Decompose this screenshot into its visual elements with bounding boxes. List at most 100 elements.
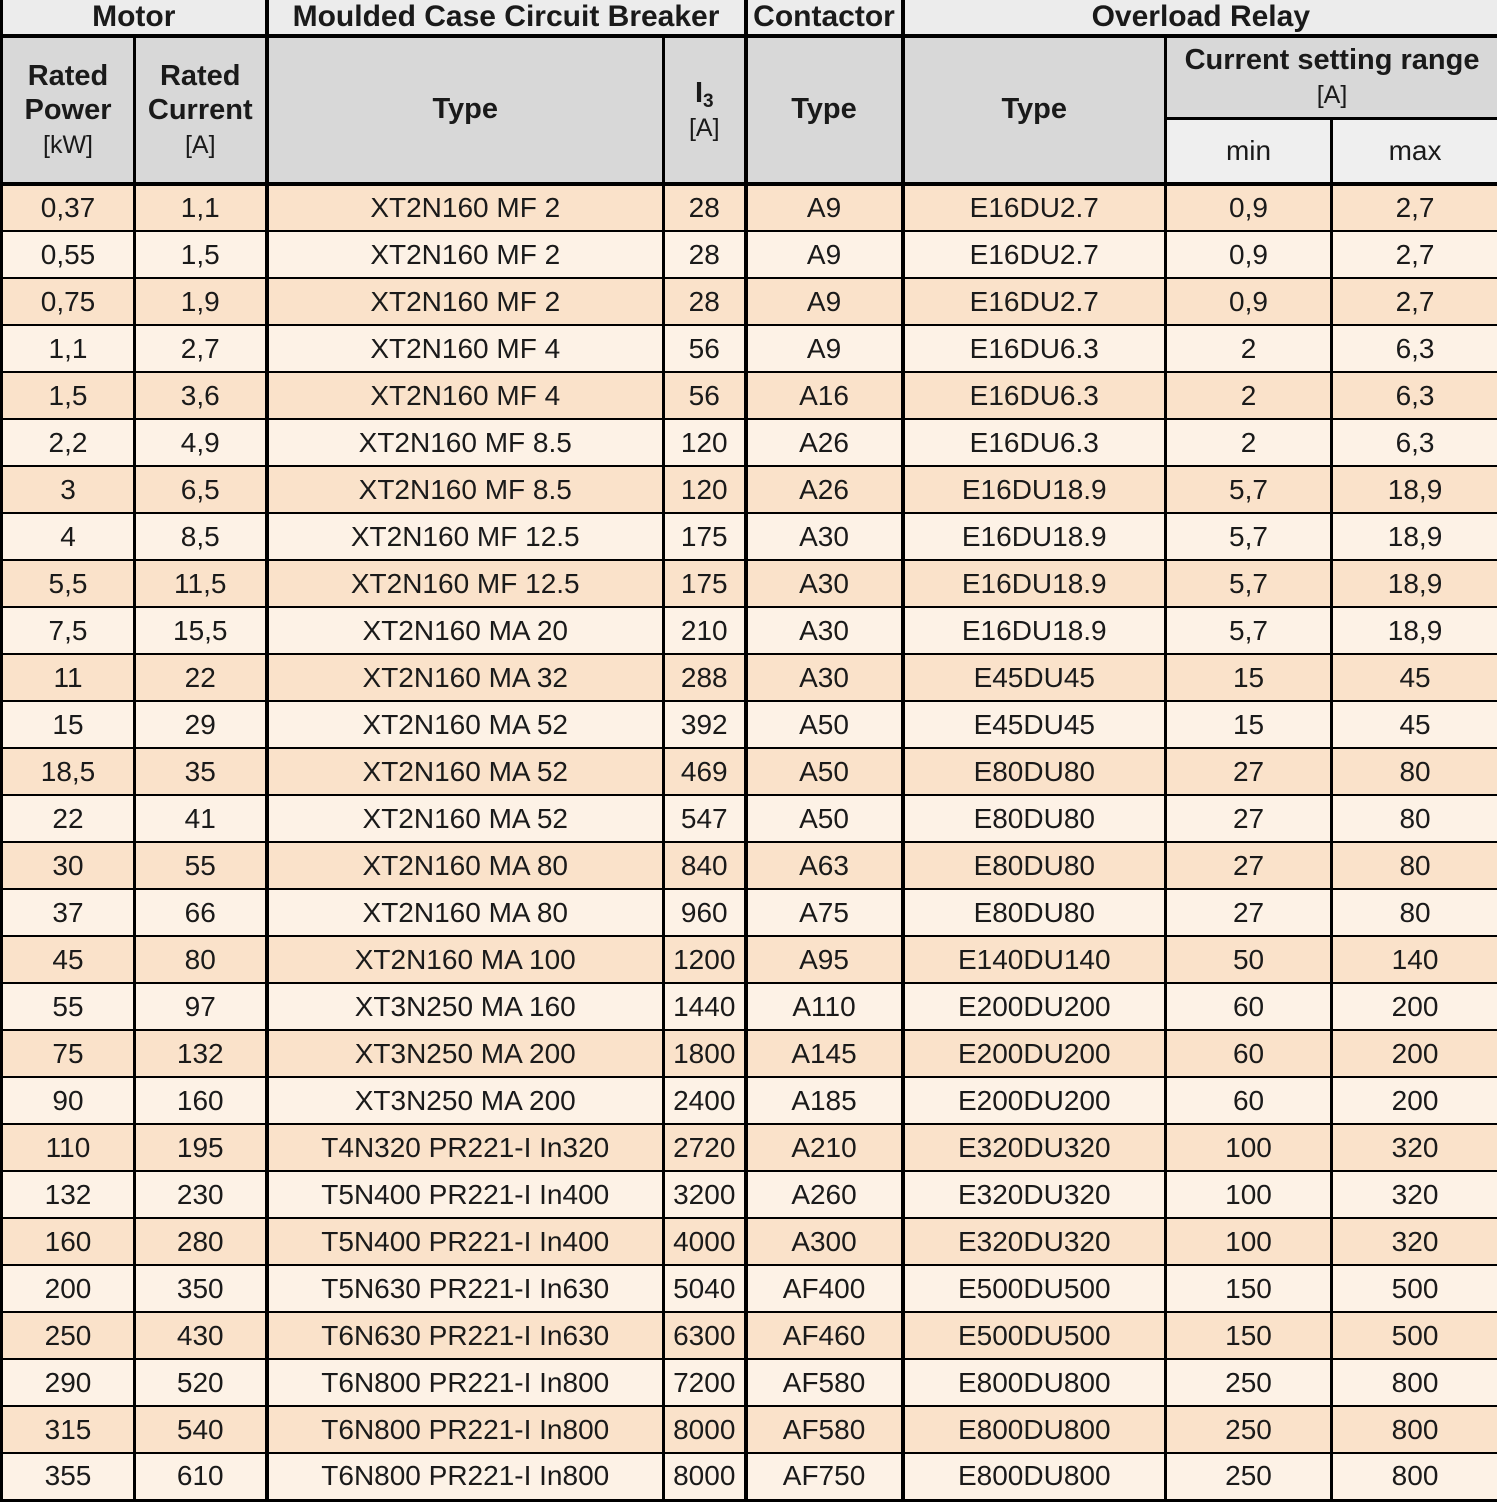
table-row: 110 195 T4N320 PR221-I In320 2720 A210 E320DU… [0, 1123, 1497, 1172]
cell-min: 27 [1164, 794, 1334, 843]
cell-contactor-type: A30 [743, 606, 905, 655]
cell-max: 140 [1330, 935, 1497, 984]
table-row: 7,5 15,5 XT2N160 MA 20 210 A30 E16DU18.9 5,7 18… [0, 606, 1497, 655]
cell-max: 2,7 [1330, 277, 1497, 326]
cell-relay-type: E16DU18.9 [900, 559, 1168, 608]
cell-relay-type: E320DU320 [900, 1170, 1168, 1219]
cell-max: 320 [1330, 1170, 1497, 1219]
table-row: 30 55 XT2N160 MA 80 840 A63 E80DU80 27 80 [0, 841, 1497, 890]
cell-relay-type: E16DU6.3 [900, 418, 1168, 467]
cell-max: 320 [1330, 1217, 1497, 1266]
cell-max: 45 [1330, 700, 1497, 749]
group-header-contactor: Contactor [743, 0, 905, 38]
col-title: Type [432, 93, 499, 126]
cell-rated-power: 7,5 [0, 606, 136, 655]
cell-max: 500 [1330, 1311, 1497, 1360]
cell-rated-power: 75 [0, 1029, 136, 1078]
table-row: 4 8,5 XT2N160 MF 12.5 175 A30 E16DU18.9 5,7 18,… [0, 512, 1497, 561]
cell-contactor-type: A9 [743, 230, 905, 279]
cell-mccb-type: XT2N160 MF 12.5 [264, 512, 665, 561]
table-body: 0,37 1,1 XT2N160 MF 2 28 A9 E16DU2.7 0,9 2,7 0,5… [0, 183, 1497, 1501]
cell-rated-current: 132 [133, 1029, 268, 1078]
cell-max: 6,3 [1330, 324, 1497, 373]
cell-relay-type: E800DU800 [900, 1452, 1168, 1501]
cell-rated-current: 11,5 [133, 559, 268, 608]
col-unit: [A] [688, 114, 720, 143]
table-row: 355 610 T6N800 PR221-I In800 8000 AF750 E800D… [0, 1452, 1497, 1501]
cell-rated-current: 6,5 [133, 465, 268, 514]
cell-contactor-type: A26 [743, 465, 905, 514]
cell-rated-power: 18,5 [0, 747, 136, 796]
cell-mccb-type: XT2N160 MF 2 [264, 183, 665, 232]
cell-min: 0,9 [1164, 277, 1334, 326]
cell-i3: 120 [661, 418, 748, 467]
cell-rated-current: 520 [133, 1358, 268, 1407]
cell-rated-current: 350 [133, 1264, 268, 1313]
cell-min: 250 [1164, 1452, 1334, 1501]
cell-max: 320 [1330, 1123, 1497, 1172]
cell-rated-current: 8,5 [133, 512, 268, 561]
cell-min: 5,7 [1164, 606, 1334, 655]
col-title: Rated Current [147, 60, 253, 126]
cell-mccb-type: XT2N160 MA 100 [264, 935, 665, 984]
cell-mccb-type: XT2N160 MA 52 [264, 794, 665, 843]
cell-contactor-type: A16 [743, 371, 905, 420]
cell-rated-power: 2,2 [0, 418, 136, 467]
cell-contactor-type: A50 [743, 700, 905, 749]
cell-relay-type: E45DU45 [900, 653, 1168, 702]
cell-min: 2 [1164, 371, 1334, 420]
cell-rated-current: 230 [133, 1170, 268, 1219]
cell-relay-type: E200DU200 [900, 1076, 1168, 1125]
cell-rated-power: 250 [0, 1311, 136, 1360]
cell-relay-type: E200DU200 [900, 982, 1168, 1031]
cell-max: 80 [1330, 747, 1497, 796]
cell-contactor-type: AF580 [743, 1358, 905, 1407]
cell-min: 60 [1164, 1029, 1334, 1078]
cell-rated-current: 1,1 [133, 183, 268, 232]
cell-i3: 392 [661, 700, 748, 749]
table-row: 250 430 T6N630 PR221-I In630 6300 AF460 E500D… [0, 1311, 1497, 1360]
cell-relay-type: E16DU18.9 [900, 512, 1168, 561]
cell-contactor-type: A30 [743, 653, 905, 702]
cell-i3: 288 [661, 653, 748, 702]
cell-relay-type: E16DU2.7 [900, 230, 1168, 279]
cell-rated-current: 280 [133, 1217, 268, 1266]
cell-min: 15 [1164, 653, 1334, 702]
cell-relay-type: E80DU80 [900, 841, 1168, 890]
table-row: 90 160 XT3N250 MA 200 2400 A185 E200DU200 60 20… [0, 1076, 1497, 1125]
cell-min: 0,9 [1164, 183, 1334, 232]
cell-contactor-type: A9 [743, 183, 905, 232]
cell-min: 2 [1164, 418, 1334, 467]
cell-min: 150 [1164, 1264, 1334, 1313]
group-header-mccb: Moulded Case Circuit Breaker [264, 0, 748, 38]
cell-relay-type: E500DU500 [900, 1311, 1168, 1360]
cell-relay-type: E16DU18.9 [900, 465, 1168, 514]
cell-min: 15 [1164, 700, 1334, 749]
cell-min: 60 [1164, 1076, 1334, 1125]
cell-relay-type: E320DU320 [900, 1217, 1168, 1266]
cell-relay-type: E800DU800 [900, 1358, 1168, 1407]
cell-max: 18,9 [1330, 512, 1497, 561]
cell-mccb-type: T6N800 PR221-I In800 [264, 1405, 665, 1454]
cell-contactor-type: AF750 [743, 1452, 905, 1501]
cell-max: 800 [1330, 1452, 1497, 1501]
cell-rated-power: 1,1 [0, 324, 136, 373]
cell-rated-current: 35 [133, 747, 268, 796]
cell-contactor-type: A26 [743, 418, 905, 467]
cell-i3: 4000 [661, 1217, 748, 1266]
cell-max: 18,9 [1330, 559, 1497, 608]
table-row: 22 41 XT2N160 MA 52 547 A50 E80DU80 27 80 [0, 794, 1497, 843]
cell-max: 500 [1330, 1264, 1497, 1313]
cell-rated-power: 11 [0, 653, 136, 702]
cell-contactor-type: A9 [743, 277, 905, 326]
cell-contactor-type: AF580 [743, 1405, 905, 1454]
table-row: 315 540 T6N800 PR221-I In800 8000 AF580 E800D… [0, 1405, 1497, 1454]
cell-rated-current: 3,6 [133, 371, 268, 420]
col-unit: [A] [1316, 81, 1348, 110]
cell-min: 5,7 [1164, 559, 1334, 608]
cell-rated-power: 0,55 [0, 230, 136, 279]
cell-rated-current: 4,9 [133, 418, 268, 467]
cell-rated-power: 132 [0, 1170, 136, 1219]
cell-contactor-type: A260 [743, 1170, 905, 1219]
